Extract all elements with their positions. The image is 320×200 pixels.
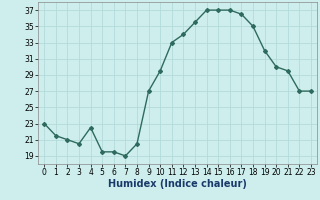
X-axis label: Humidex (Indice chaleur): Humidex (Indice chaleur)	[108, 179, 247, 189]
